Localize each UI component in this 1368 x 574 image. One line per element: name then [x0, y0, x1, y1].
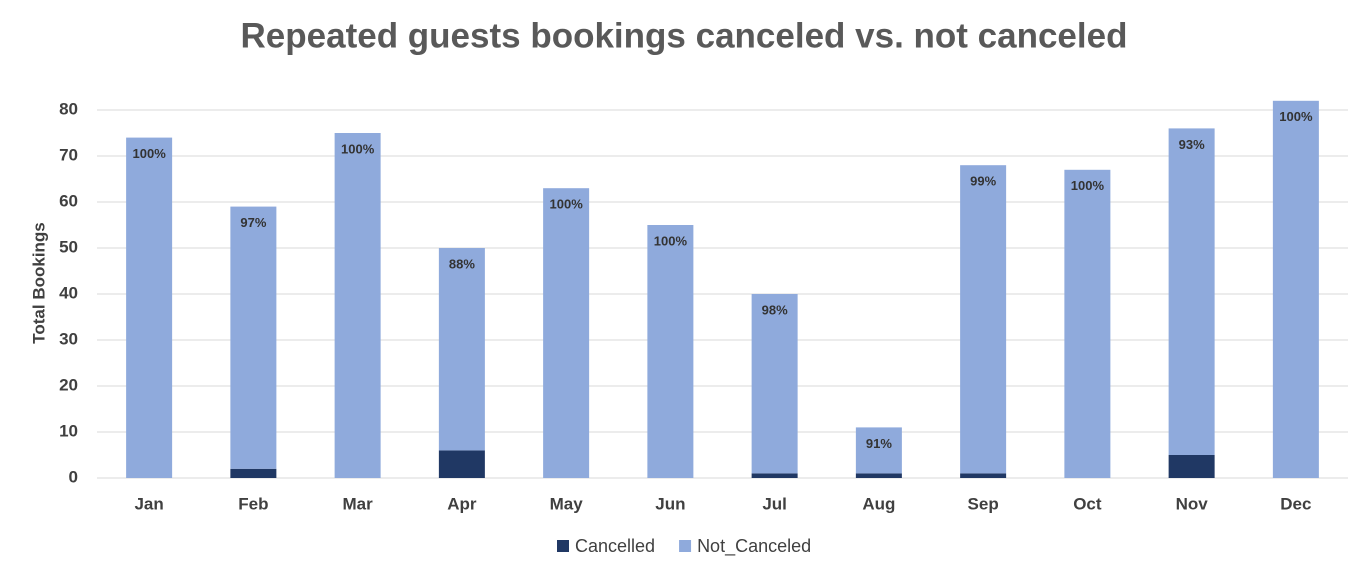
bar-segment	[543, 188, 590, 478]
legend-swatch	[679, 540, 692, 552]
x-tick-label: Feb	[238, 494, 268, 513]
data-label: 100%	[341, 141, 375, 156]
x-tick-label: Oct	[1073, 494, 1102, 513]
y-axis-title: Total Bookings	[29, 222, 48, 344]
chart-title: Repeated guests bookings canceled vs. no…	[241, 16, 1128, 55]
x-tick-label: Aug	[862, 494, 895, 513]
x-tick-label: May	[550, 494, 584, 513]
x-tick-label: Sep	[968, 494, 999, 513]
y-tick-label: 30	[59, 329, 78, 348]
data-label: 100%	[1071, 178, 1105, 193]
bar-segment	[647, 225, 694, 478]
x-tick-label: Jan	[134, 494, 163, 513]
data-label: 91%	[866, 436, 892, 451]
data-label: 100%	[133, 146, 167, 161]
legend-label: Cancelled	[575, 536, 655, 556]
x-tick-label: Nov	[1176, 494, 1209, 513]
bar-segment	[1168, 128, 1215, 455]
bar-segment	[230, 206, 277, 469]
bar-segment	[960, 165, 1007, 474]
legend-label: Not_Canceled	[697, 536, 811, 557]
bar-segment	[230, 468, 277, 478]
bar-segment	[438, 450, 485, 478]
x-tick-label: Jul	[762, 494, 787, 513]
bar-segment	[751, 473, 798, 478]
bar-segment	[1168, 455, 1215, 478]
bar-segment	[1064, 169, 1111, 479]
data-label: 100%	[1279, 109, 1313, 124]
data-label: 99%	[970, 174, 996, 189]
y-tick-label: 60	[59, 191, 78, 210]
legend-swatch	[557, 540, 569, 552]
bar-segment	[334, 133, 381, 478]
data-label: 100%	[550, 197, 584, 212]
y-tick-label: 10	[59, 421, 78, 440]
x-tick-label: Apr	[447, 494, 477, 513]
data-label: 100%	[654, 233, 688, 248]
y-tick-label: 20	[59, 375, 78, 394]
y-tick-label: 70	[59, 145, 78, 164]
bar-segment	[960, 473, 1007, 478]
y-tick-label: 50	[59, 237, 78, 256]
y-tick-label: 80	[59, 99, 78, 118]
bar-segment	[751, 294, 798, 474]
bar-segment	[855, 473, 902, 478]
bar-segment	[126, 137, 173, 478]
data-label: 88%	[449, 256, 475, 271]
x-tick-label: Dec	[1280, 494, 1311, 513]
bar-segment	[855, 427, 902, 474]
data-label: 93%	[1179, 137, 1205, 152]
y-tick-label: 0	[69, 467, 78, 486]
data-label: 98%	[762, 302, 788, 317]
y-tick-label: 40	[59, 283, 78, 302]
x-tick-label: Jun	[655, 494, 685, 513]
data-label: 97%	[240, 215, 266, 230]
bar-segment	[1272, 100, 1319, 479]
x-tick-label: Mar	[343, 494, 374, 513]
bar-segment	[438, 248, 485, 451]
